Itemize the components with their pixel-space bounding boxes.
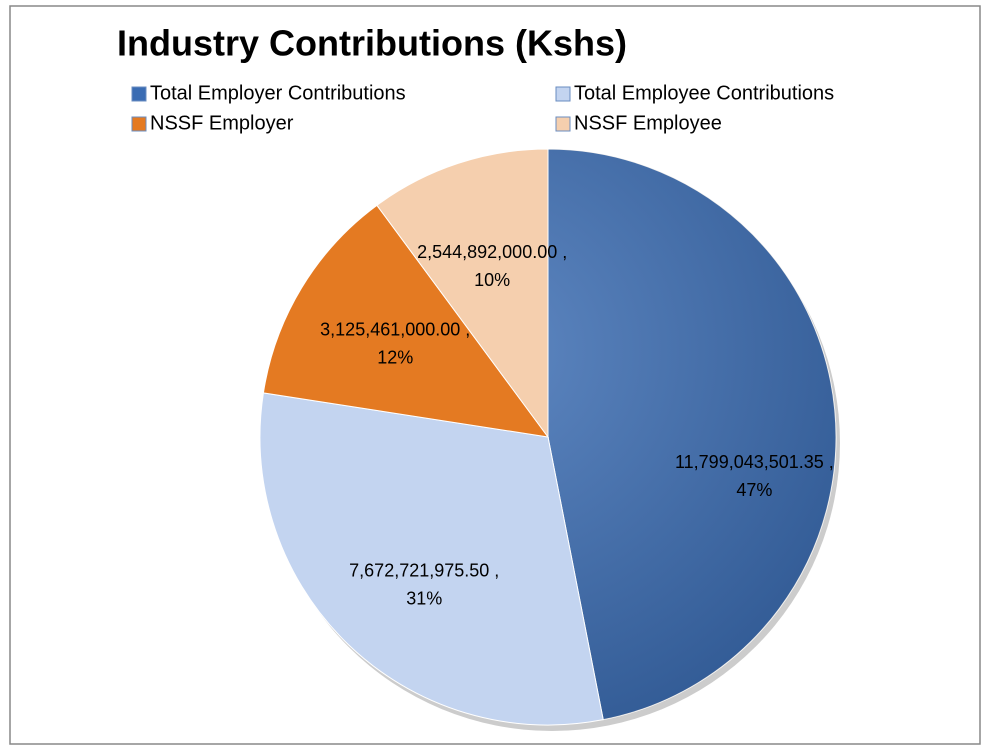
legend-label: Total Employee Contributions (574, 82, 834, 104)
legend-swatch (131, 116, 147, 132)
pie-slice (262, 204, 550, 438)
percent-label: 31% (406, 588, 442, 608)
pie-slice (259, 392, 604, 726)
chart-title: Industry Contributions (Kshs) (117, 23, 627, 64)
percent-label: 10% (474, 270, 510, 290)
legend-label: Total Employer Contributions (150, 82, 406, 104)
legend-swatch (131, 86, 147, 102)
percent-label: 47% (736, 480, 772, 500)
data-label: 3,125,461,000.00 , (320, 319, 470, 339)
pie-slice (376, 148, 549, 439)
data-label: 11,799,043,501.35 , (675, 452, 834, 472)
data-label: 2,544,892,000.00 , (417, 242, 567, 262)
legend-label: NSSF Employee (574, 112, 722, 134)
data-label: 7,672,721,975.50 , (349, 560, 499, 580)
legend-swatch (555, 86, 571, 102)
percent-label: 12% (377, 347, 413, 367)
legend-label: NSSF Employer (150, 112, 294, 134)
legend-swatch (555, 116, 571, 132)
